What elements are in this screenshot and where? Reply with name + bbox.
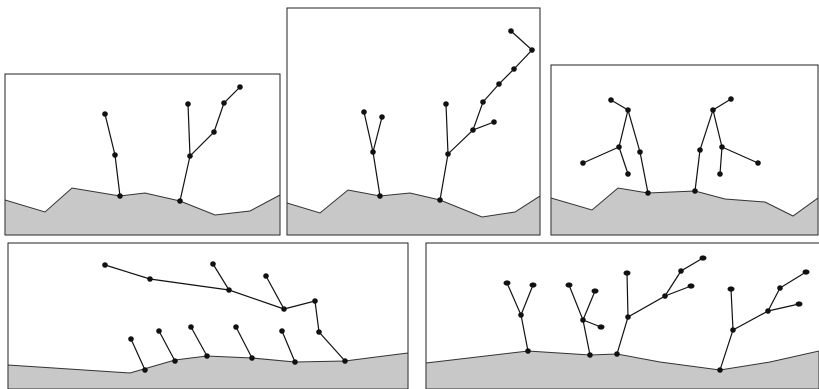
joint — [518, 312, 524, 318]
joint — [443, 101, 449, 107]
joint — [717, 171, 723, 177]
joint — [279, 328, 285, 334]
joint — [210, 261, 216, 267]
panel-5 — [426, 243, 819, 389]
joint — [717, 367, 723, 373]
joint — [445, 151, 451, 157]
joint — [185, 101, 191, 107]
joint — [530, 282, 537, 287]
joint — [662, 293, 668, 299]
page — [0, 0, 819, 389]
joint — [625, 314, 631, 320]
joint — [587, 352, 593, 358]
joint — [142, 367, 148, 373]
joint — [188, 324, 194, 330]
joint — [226, 287, 232, 293]
joint — [728, 286, 735, 291]
joint — [281, 306, 287, 312]
diagram — [0, 0, 819, 389]
joint — [172, 358, 178, 364]
joint — [102, 262, 108, 268]
joint — [508, 28, 514, 34]
joint — [361, 109, 367, 115]
joint — [580, 317, 586, 323]
joint — [637, 149, 643, 155]
joint — [177, 198, 183, 204]
panel-4 — [8, 243, 408, 389]
joint — [616, 144, 622, 150]
joint — [102, 111, 108, 117]
joint — [237, 84, 243, 90]
joint — [678, 268, 684, 274]
joint — [719, 144, 725, 150]
joint — [496, 81, 502, 87]
panel-1 — [5, 74, 280, 235]
joint — [777, 285, 783, 291]
joint — [625, 107, 631, 113]
joint — [608, 97, 614, 103]
joint — [566, 282, 573, 287]
joint — [316, 329, 322, 335]
joint — [292, 359, 298, 365]
joint — [700, 255, 707, 260]
joint — [511, 66, 517, 72]
joint — [525, 348, 531, 354]
joint — [147, 276, 153, 282]
joint — [598, 324, 605, 329]
joint — [614, 351, 620, 357]
joint — [211, 129, 217, 135]
joint — [480, 99, 486, 105]
joint — [592, 288, 599, 293]
joint — [504, 280, 511, 285]
panel-2 — [287, 8, 540, 235]
joint — [379, 114, 385, 120]
joint — [491, 119, 497, 125]
joint — [312, 298, 318, 304]
joint — [377, 193, 383, 199]
panel-3 — [551, 65, 818, 235]
joint — [796, 301, 803, 306]
joint — [128, 336, 134, 342]
joint — [342, 358, 348, 364]
joint — [625, 171, 631, 177]
joint — [692, 188, 698, 194]
joint — [221, 100, 227, 106]
joint — [730, 327, 736, 333]
joint — [187, 153, 193, 159]
joint — [156, 328, 162, 334]
joint — [112, 152, 118, 158]
joint — [728, 96, 734, 102]
joint — [580, 160, 586, 166]
joint — [645, 190, 651, 196]
joint — [803, 269, 810, 274]
joint — [755, 160, 761, 166]
joint — [765, 308, 771, 314]
joint — [117, 193, 123, 199]
joint — [470, 127, 476, 133]
joint — [437, 197, 443, 203]
joint — [697, 147, 703, 153]
joint — [370, 149, 376, 155]
joint — [710, 107, 716, 113]
joint — [263, 273, 269, 279]
joint — [204, 353, 210, 359]
joint — [688, 283, 695, 288]
joint — [233, 324, 239, 330]
joint — [624, 270, 631, 275]
joint — [249, 355, 255, 361]
joint — [529, 47, 535, 53]
